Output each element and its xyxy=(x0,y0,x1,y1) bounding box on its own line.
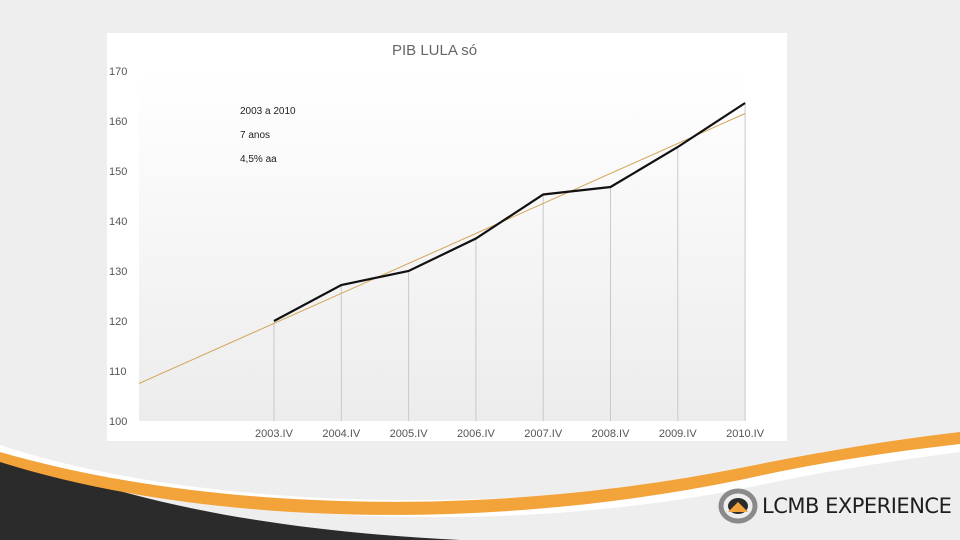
vertical-grid xyxy=(273,103,746,421)
y-tick-label: 140 xyxy=(109,216,127,228)
logo-mark-icon xyxy=(718,488,758,524)
y-tick-label: 150 xyxy=(109,166,127,178)
x-tick-label: 2008.IV xyxy=(592,428,631,440)
plot-background xyxy=(139,71,745,421)
y-axis: 100 110 120 130 140 150 160 170 xyxy=(109,66,127,428)
trend-line xyxy=(138,113,746,384)
logo-text: LCMB EXPERIENCE xyxy=(762,494,952,518)
annotations: 2003 a 2010 7 anos 4,5% aa xyxy=(240,106,296,165)
line-chart: PIB LULA só 100 110 120 130 140 150 160 170 200… xyxy=(109,42,765,440)
chart-title: PIB LULA só xyxy=(392,42,477,59)
x-tick-label: 2006.IV xyxy=(457,428,496,440)
x-tick-label: 2007.IV xyxy=(524,428,563,440)
annotation-text: 4,5% aa xyxy=(240,154,277,165)
x-tick-label: 2009.IV xyxy=(659,428,698,440)
y-tick-label: 100 xyxy=(109,416,127,428)
y-tick-label: 170 xyxy=(109,66,127,78)
x-axis: 2003.IV 2004.IV 2005.IV 2006.IV 2007.IV 2008.… xyxy=(255,428,765,440)
x-tick-label: 2003.IV xyxy=(255,428,294,440)
x-tick-label: 2004.IV xyxy=(322,428,361,440)
annotation-text: 2003 a 2010 xyxy=(240,106,296,117)
chart-panel: PIB LULA só 100 110 120 130 140 150 160 170 200… xyxy=(107,33,787,441)
x-tick-label: 2005.IV xyxy=(390,428,429,440)
y-tick-label: 120 xyxy=(109,316,127,328)
series-line xyxy=(273,102,746,322)
y-tick-label: 160 xyxy=(109,116,127,128)
brand-logo: LCMB EXPERIENCE xyxy=(718,486,952,526)
y-tick-label: 110 xyxy=(109,366,127,378)
y-tick-label: 130 xyxy=(109,266,127,278)
x-tick-label: 2010.IV xyxy=(726,428,765,440)
annotation-text: 7 anos xyxy=(240,130,270,141)
